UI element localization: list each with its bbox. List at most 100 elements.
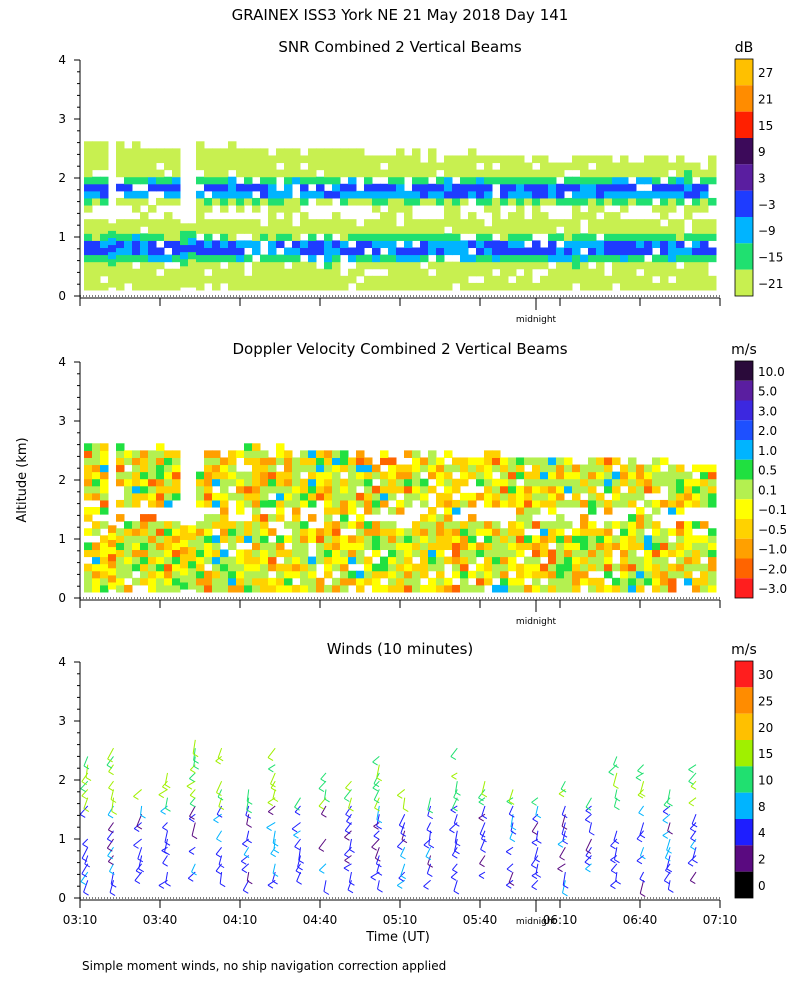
heat-cell [668,190,677,199]
heat-cell [380,542,389,551]
heat-cell [300,499,309,508]
heat-cell [476,240,485,249]
wind-barb-flag [291,828,298,833]
colorbar-swatch [735,819,753,846]
heat-cell [652,528,661,536]
heat-cell [476,261,485,270]
wind-barb [272,863,276,874]
heat-cell [260,169,269,178]
heat-cell [316,190,325,199]
heat-cell [588,563,597,572]
heat-cell [436,542,445,551]
heat-cell [476,183,485,192]
heat-cell [292,226,301,234]
heat-cell [428,261,437,270]
heat-cell [260,485,269,494]
wind-barb-flag [109,892,116,896]
heat-cell [524,535,533,543]
heat-cell [348,226,357,234]
heat-cell [660,542,669,551]
heat-cell [676,183,685,192]
heat-cell [220,247,229,256]
wind-barb [267,797,276,803]
heat-cell [508,176,517,185]
heat-cell [244,485,253,494]
heat-cell [180,265,189,274]
heat-cell [252,471,261,480]
heat-cell [516,507,525,515]
heat-cell [332,499,341,508]
heat-cell [484,268,493,277]
heat-cell [508,549,517,558]
heat-cell [356,549,365,558]
heat-cell [564,197,573,206]
heat-cell [660,162,669,171]
heat-cell [196,219,205,227]
heat-cell [148,169,157,178]
heat-cell [316,457,325,466]
heat-cell [620,549,629,558]
wind-barb-flag [83,765,90,770]
heat-cell [452,268,461,277]
wind-barb [637,764,644,772]
heat-cell [212,549,221,558]
wind-barb [427,855,432,865]
heat-cell [220,584,229,593]
heat-cell [620,492,629,501]
heat-cell [540,471,549,480]
heat-cell [340,499,349,508]
heat-cell [652,556,661,565]
heat-cell [132,542,141,551]
heat-cell [644,190,653,199]
wind-barb-flag [454,850,460,855]
heat-cell [660,556,669,565]
heat-cell [660,247,669,256]
heat-cell [508,542,517,551]
heat-cell [476,563,485,572]
heat-cell [460,457,469,466]
heat-cell [116,197,125,206]
heat-cell [468,570,477,579]
heat-cell [452,190,461,199]
heat-cell [660,549,669,558]
heat-cell [492,563,501,572]
heat-cell [428,183,437,192]
heat-cell [364,219,373,227]
heat-cell [508,247,517,256]
wind-barb-flag [396,884,403,889]
heat-cell [620,570,629,579]
heat-cell [212,254,221,263]
wind-barb-flag [506,801,513,805]
wind-barb-flag [637,794,644,799]
heat-cell [444,528,453,536]
heat-cell [404,261,413,270]
heat-cell [276,471,285,480]
heat-cell [500,542,509,551]
heat-cell [428,226,437,234]
wind-barb [242,838,250,845]
heat-cell [564,471,573,480]
heat-cell [660,563,669,572]
heat-cell [396,471,405,480]
heat-cell [364,190,373,199]
heat-cell [516,233,525,241]
heat-cell [316,478,325,487]
heat-cell [284,212,293,220]
wind-barb [320,772,327,780]
heat-cell [308,148,317,156]
heat-cell [364,492,373,501]
heat-cell [300,176,309,185]
heat-cell [244,155,253,164]
heat-cell [380,570,389,579]
wind-barb-flag [108,829,114,834]
heat-cell [708,478,717,487]
heat-cell [436,577,445,586]
heat-cell [596,528,605,536]
wind-barb [107,822,114,831]
colorbar-label: −3.0 [758,582,787,596]
heat-cell [476,457,485,466]
heat-cell [484,478,493,487]
heat-cell [596,247,605,256]
heat-cell [468,584,477,593]
heat-cell [508,162,517,171]
